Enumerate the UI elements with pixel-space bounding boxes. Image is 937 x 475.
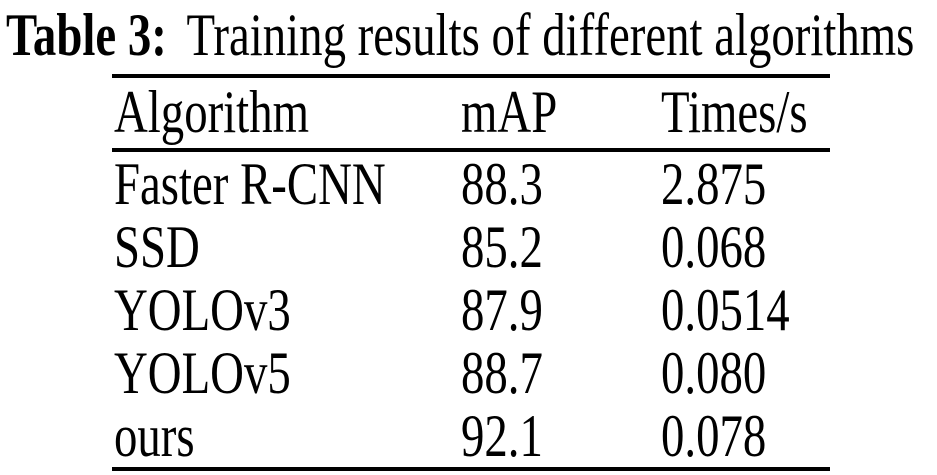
table-row: YOLOv3 87.9 0.0514 (112, 278, 830, 341)
cell-times: 0.0514 (659, 280, 830, 340)
algorithm-name: SSD (114, 213, 200, 280)
cell-map: 88.7 (459, 343, 659, 403)
column-header-algorithm: Algorithm (114, 79, 309, 145)
algorithm-name: YOLOv3 (114, 276, 291, 343)
table-header-row: Algorithm mAP Times/s (112, 78, 830, 148)
times-value: 0.080 (661, 339, 767, 406)
cell-algorithm: YOLOv5 (112, 343, 459, 403)
cell-times: 0.080 (659, 343, 830, 403)
cell-algorithm: ours (112, 406, 459, 466)
algorithm-name: Faster R-CNN (114, 150, 386, 217)
table-row: ours 92.1 0.078 (112, 404, 830, 467)
times-value: 0.078 (661, 402, 767, 469)
times-value: 0.0514 (661, 276, 790, 343)
header-cell-times: Times/s (659, 82, 849, 142)
column-header-times: Times/s (661, 79, 808, 145)
column-header-map: mAP (461, 79, 558, 145)
map-value: 87.9 (461, 276, 543, 343)
results-table: Algorithm mAP Times/s Faster R-CNN 88.3 … (112, 74, 830, 471)
cell-times: 0.078 (659, 406, 830, 466)
table-header-rule (112, 148, 830, 152)
cell-algorithm: YOLOv3 (112, 280, 459, 340)
cell-map: 92.1 (459, 406, 659, 466)
table-caption: Table 3: Training results of different al… (0, 0, 937, 74)
times-value: 2.875 (661, 150, 767, 217)
table-row: SSD 85.2 0.068 (112, 215, 830, 278)
table-top-rule (112, 74, 830, 78)
table-row: YOLOv5 88.7 0.080 (112, 341, 830, 404)
header-cell-map: mAP (459, 82, 659, 142)
table-row: Faster R-CNN 88.3 2.875 (112, 152, 830, 215)
table-caption-number: Table 3: (6, 2, 167, 68)
map-value: 88.7 (461, 339, 543, 406)
table-bottom-rule (112, 467, 830, 471)
cell-map: 87.9 (459, 280, 659, 340)
cell-map: 88.3 (459, 154, 659, 214)
cell-algorithm: SSD (112, 217, 459, 277)
map-value: 92.1 (461, 402, 543, 469)
algorithm-name: YOLOv5 (114, 339, 291, 406)
cell-algorithm: Faster R-CNN (112, 154, 459, 214)
table-caption-text: Training results of different algorithms (186, 2, 915, 68)
cell-times: 0.068 (659, 217, 830, 277)
times-value: 0.068 (661, 213, 767, 280)
map-value: 88.3 (461, 150, 543, 217)
header-cell-algorithm: Algorithm (112, 82, 459, 142)
map-value: 85.2 (461, 213, 543, 280)
cell-map: 85.2 (459, 217, 659, 277)
algorithm-name: ours (114, 402, 195, 469)
cell-times: 2.875 (659, 154, 830, 214)
